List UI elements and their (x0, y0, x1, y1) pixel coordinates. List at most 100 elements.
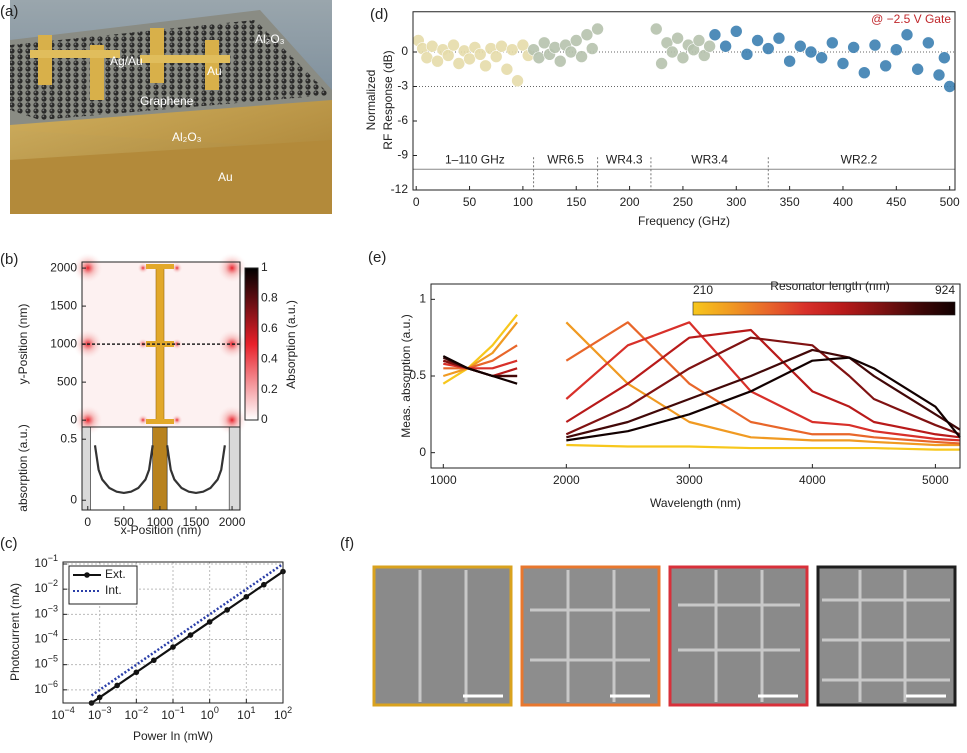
scatter-point (708, 28, 722, 42)
panel-label: (c) (0, 535, 18, 552)
annotation: Al₂O₃ (172, 130, 202, 144)
tick-exponent: −3 (101, 705, 111, 715)
tick-label: 5000 (922, 473, 949, 487)
scatter-point (655, 57, 668, 70)
scatter-point (665, 45, 679, 59)
tick-label: 300 (726, 195, 746, 209)
scatter-point (826, 36, 839, 50)
band-label: WR6.5 (547, 152, 584, 166)
colorbar-tick-label: 1 (261, 260, 268, 274)
y-axis-label: y-Position (nm) (16, 304, 30, 385)
tick-label: -6 (397, 113, 408, 127)
scatter-point (516, 38, 530, 52)
scatter-point (911, 62, 924, 76)
scatter-point (537, 36, 551, 50)
tick-label: 10−1 (161, 705, 185, 722)
scatter-point (564, 45, 578, 59)
tick-label: 10−2 (125, 705, 149, 722)
scatter-point (479, 59, 492, 73)
colorbar-tick-label: 0.8 (261, 291, 278, 305)
scatter-point (553, 54, 567, 68)
colorbar (244, 267, 259, 421)
scatter-point (932, 68, 946, 82)
tick-exponent: −6 (48, 679, 58, 689)
x-axis-label: Power In (mW) (133, 729, 213, 743)
scatter-point (676, 51, 690, 65)
tick-base: 10 (34, 682, 48, 696)
panel-label: (a) (0, 3, 18, 20)
series-line (90, 570, 284, 704)
tick-exponent: 2 (287, 705, 292, 715)
scatter-point (548, 41, 562, 54)
series-marker (261, 581, 267, 588)
series-marker (206, 619, 213, 625)
scatter-point (703, 39, 716, 53)
illustration-labels: Al₂O₃ Ag/Au Au Graphene Al₂O₃ Au (110, 32, 285, 184)
y-axis-label: RF Response (dB) (381, 50, 395, 149)
colorbar-label: Resonator length (nm) (770, 279, 889, 293)
tick-label: 1 (419, 292, 426, 306)
scatter-point (815, 51, 828, 65)
scatter-point (692, 34, 706, 47)
annotation: @ −2.5 V Gate (871, 12, 951, 26)
series-marker (170, 644, 176, 650)
scatter-point (879, 59, 892, 73)
colorbar-tick-label: 0 (261, 412, 268, 426)
plot-frame (62, 561, 284, 704)
tick-exponent: −2 (48, 579, 58, 589)
y-axis-label: Normalized (364, 70, 378, 131)
tick-label: 0 (84, 515, 91, 529)
tick-label: 0 (413, 195, 420, 209)
annotation: Au (207, 64, 222, 78)
scatter-point (751, 34, 764, 47)
tick-label: 400 (833, 195, 853, 209)
band-label: 1–110 GHz (445, 152, 505, 166)
panel-label: (e) (368, 249, 386, 266)
series-marker (224, 607, 230, 613)
scatter-point (671, 31, 684, 45)
tick-label: 4000 (799, 473, 826, 487)
tick-label: 10−1 (34, 553, 58, 570)
x-axis-label: Frequency (GHz) (638, 214, 730, 228)
tick-base: 10 (51, 708, 65, 722)
tick-label: 250 (673, 195, 693, 209)
tick-label: 10−5 (34, 654, 58, 671)
shaded-region (228, 426, 241, 511)
colorbar (692, 301, 956, 316)
scatter-point (783, 54, 796, 68)
x-axis-label: x-Position (nm) (121, 523, 202, 537)
tick-label: 500 (114, 515, 134, 529)
scatter-point (532, 51, 546, 65)
tick-label: 1000 (50, 336, 77, 350)
colorbar-tick-label: 0.2 (261, 382, 278, 396)
series-line (90, 562, 284, 697)
plot-frame (412, 11, 956, 191)
scatter-point (580, 28, 594, 42)
scatter-point (569, 34, 583, 47)
tick-label: 10−3 (88, 705, 112, 722)
tick-exponent: 1 (251, 705, 256, 715)
plot-frame (81, 426, 241, 511)
scatter-point (420, 51, 434, 65)
y-axis-label: Photocurrent (mA) (8, 583, 22, 681)
series-marker (96, 694, 103, 701)
panel-label: (d) (370, 6, 388, 23)
tick-exponent: 0 (214, 705, 219, 715)
scatter-point (452, 57, 466, 70)
scatter-point (804, 45, 818, 59)
tick-base: 10 (237, 708, 251, 722)
scatter-point (900, 28, 914, 42)
scatter-point (425, 39, 439, 53)
tick-label: 2000 (219, 515, 246, 529)
scatter-point (847, 41, 860, 54)
series-line (443, 321, 961, 445)
device-illustration (10, 0, 332, 214)
tick-label: -9 (397, 148, 408, 162)
tick-label: 0.5 (60, 431, 77, 445)
series-line (442, 321, 960, 447)
annotation: Al₂O₃ (255, 32, 285, 46)
colorbar-label: Absorption (a.u.) (284, 300, 298, 389)
scatter-point (793, 39, 807, 53)
